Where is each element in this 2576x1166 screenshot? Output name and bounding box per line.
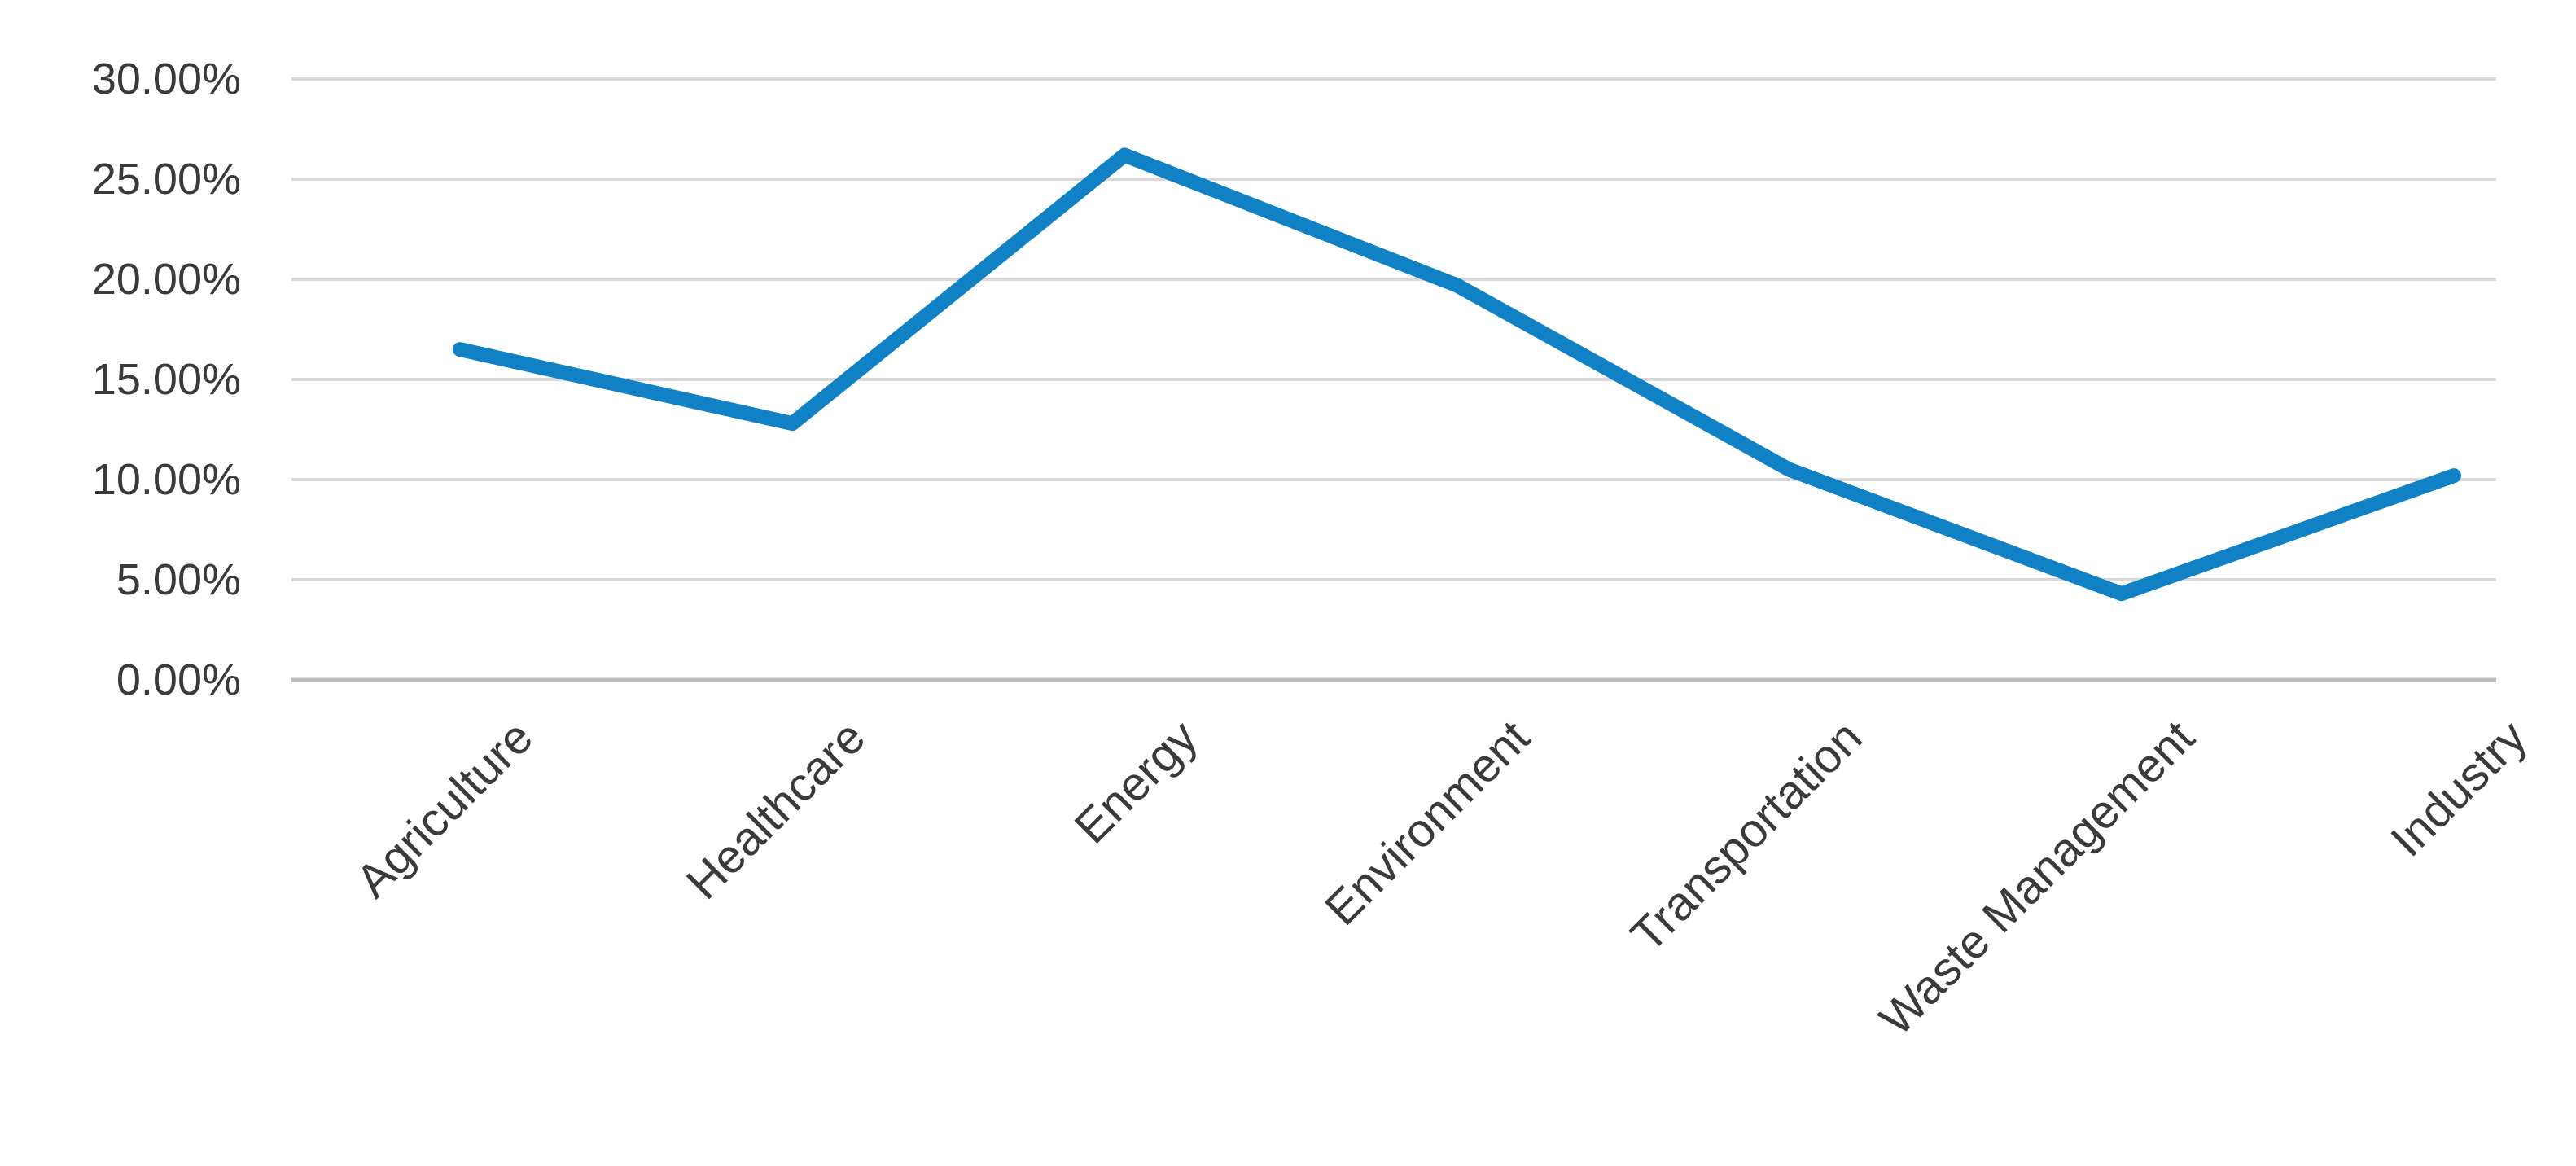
y-axis-tick-label: 5.00% (116, 555, 241, 604)
y-axis-tick-label: 0.00% (116, 655, 241, 704)
series-line (453, 147, 2461, 602)
y-axis-tick-label: 30.00% (91, 55, 241, 103)
y-axis-tick-label: 15.00% (91, 355, 241, 404)
y-axis-tick-label: 20.00% (91, 255, 241, 304)
y-axis-tick-label: 10.00% (91, 455, 241, 504)
y-axis-tick-label: 25.00% (91, 155, 241, 204)
